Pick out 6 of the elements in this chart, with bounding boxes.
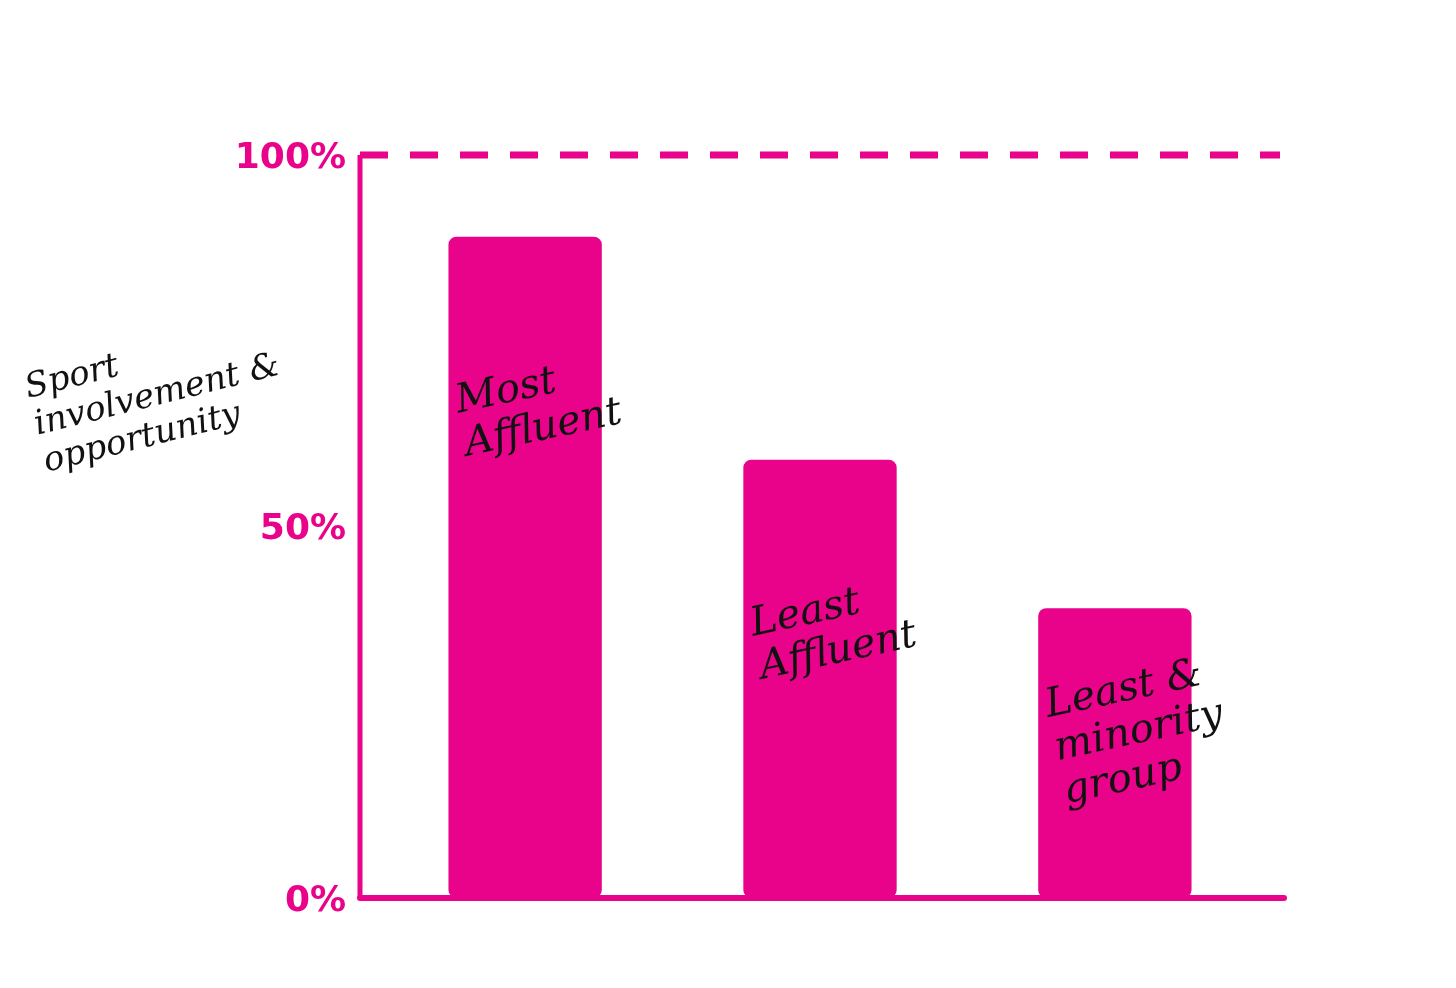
x-tick-label: Least Affluent xyxy=(744,576,922,689)
y-tick-label: 50% xyxy=(259,506,346,548)
y-tick-label: 100% xyxy=(234,134,346,176)
x-tick-label: Least & minority group xyxy=(1039,647,1229,812)
y-tick-label: 0% xyxy=(284,877,346,919)
x-tick-label: Most Affluent xyxy=(449,355,627,466)
